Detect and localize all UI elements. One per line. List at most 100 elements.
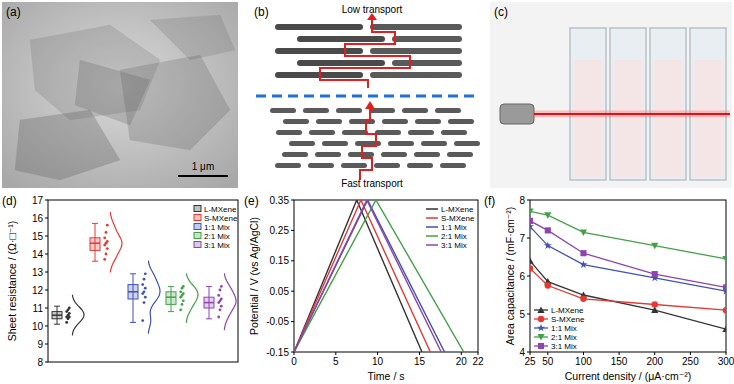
panel-b: (b)Low transportFast transport [254,4,480,189]
x-axis-title: Current density / (μA·cm⁻²) [565,370,692,382]
flake [275,24,363,30]
point [144,296,147,299]
y-tick [527,276,530,277]
legend-label: L-MXene [204,205,237,214]
legend-marker [537,306,544,312]
flake [381,152,407,157]
plot-area [530,209,726,333]
flake [382,119,408,124]
y-tick-label: 13 [32,267,44,278]
point [219,289,222,292]
marker [544,212,551,218]
x-tick-label: 25 [524,356,536,367]
flake [308,163,334,168]
y-tick-label: -0.05 [266,316,289,327]
y-tick-label: 7 [519,233,525,244]
point [103,236,106,239]
flake [421,141,447,146]
y-tick [291,260,294,261]
whisker-cap [130,322,136,323]
y-tick-label: 17 [32,195,44,206]
y-tick [45,272,48,273]
series-line [294,200,445,352]
panel-label: (a) [6,5,21,19]
y-axis-title: Area capacitance / (mF·cm⁻²) [504,207,516,346]
marker [580,296,586,302]
chart-e: -0.15-0.050.050.150.250.350510152022Time… [244,194,484,382]
legend-label: 3:1 Mix [441,241,467,250]
median [128,291,138,293]
x-tick [419,352,420,355]
flake [375,130,401,135]
flake [370,24,462,30]
legend-line [426,208,438,210]
marker [580,260,588,267]
x-tick-label: 50 [542,356,554,367]
y-tick [527,238,530,239]
flake [408,130,434,135]
point [106,240,109,243]
y-tick-label: 15 [32,231,44,242]
y-tick-label: -0.15 [266,347,289,358]
x-tick [530,352,531,355]
point [217,316,220,319]
arrow-path [360,108,376,180]
laser [500,104,534,124]
panel-label: (d) [2,194,17,208]
marker [651,301,657,307]
y-axis-title: Potential / V (vs Ag/AgCl) [248,217,260,335]
flake [15,110,120,180]
median [204,302,214,304]
violin [148,261,160,333]
legend-label: 2:1 Mix [441,232,467,241]
y-tick-label: 10 [32,321,44,332]
scale-bar [178,175,228,177]
whisker-cap [168,286,174,287]
point [143,290,146,293]
plot-frame [294,200,478,352]
marker [651,243,658,249]
figure: (a)1 μm(b)Low transportFast transport(c)… [0,0,734,384]
flake [440,163,466,168]
marker [530,209,534,215]
violin [72,295,84,335]
x-tick [726,352,727,355]
flake [75,60,150,125]
plot-frame [48,200,238,362]
x-tick [377,352,378,355]
flake [402,108,428,113]
flake [336,108,362,113]
series-line [530,268,726,310]
x-tick-label: 20 [456,356,468,367]
y-tick [291,200,294,201]
arrow-head [367,13,377,20]
x-tick-label: 300 [718,356,734,367]
photo-bg [490,2,732,188]
whisker-cap [54,306,60,307]
diagram-text: Fast transport [341,178,403,189]
legend-label: S-MXene [441,214,475,223]
x-tick [335,352,336,355]
legend-label: L-MXene [441,205,474,214]
divider [256,95,478,98]
whisker-cap [92,223,98,224]
y-tick-label: 12 [32,285,44,296]
legend-label: 3:1 Mix [551,342,577,351]
liquid [653,60,683,177]
cuvette [610,28,646,180]
liquid [693,60,723,177]
x-axis-title: Time / s [368,370,405,382]
point [105,231,108,234]
flake [392,60,462,66]
point [182,285,185,288]
flake [297,36,385,42]
flake [407,163,433,168]
marker [530,265,533,271]
marker [652,271,658,277]
flake [388,141,414,146]
flake [275,163,301,168]
marker [722,256,726,262]
point [68,312,71,315]
point [181,303,184,306]
median [166,296,176,298]
